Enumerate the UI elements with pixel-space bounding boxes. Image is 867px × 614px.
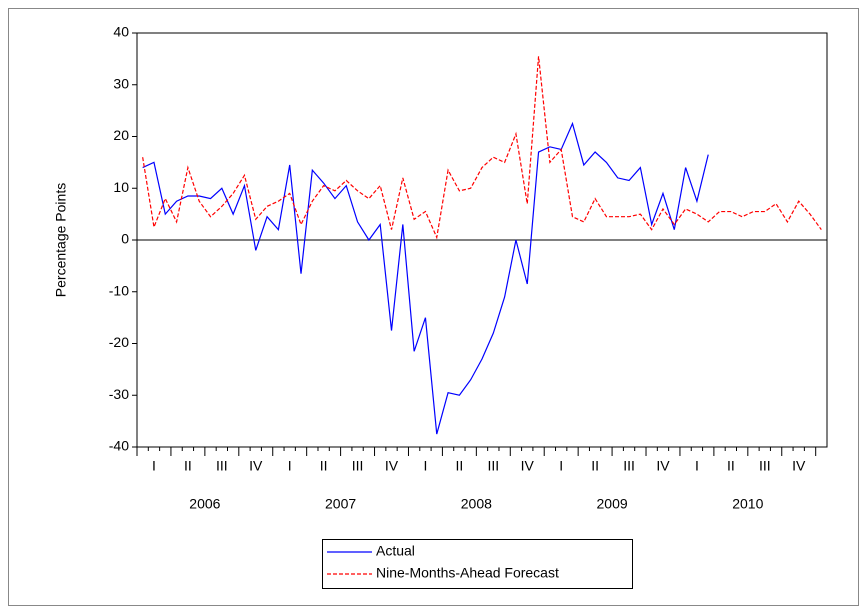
year-label: 2006: [189, 496, 220, 512]
y-tick-label: -30: [109, 386, 129, 402]
x-tick-label: IV: [249, 458, 263, 474]
series-line: [142, 121, 709, 435]
x-tick-label: II: [455, 458, 463, 474]
year-label: 2008: [461, 496, 492, 512]
legend-box: [322, 539, 633, 589]
y-tick-label: 20: [113, 127, 129, 143]
x-tick-label: III: [623, 458, 635, 474]
year-label: 2007: [325, 496, 356, 512]
y-tick-label: -40: [109, 438, 129, 454]
x-tick-label: III: [216, 458, 228, 474]
x-tick-label: IV: [521, 458, 535, 474]
y-axis-label: Percentage Points: [53, 183, 69, 297]
x-tick-label: I: [559, 458, 563, 474]
y-tick-label: 0: [121, 231, 129, 247]
year-label: 2009: [597, 496, 628, 512]
x-tick-label: II: [727, 458, 735, 474]
x-tick-label: III: [487, 458, 499, 474]
legend-label: Nine-Months-Ahead Forecast: [376, 565, 559, 581]
x-tick-label: II: [184, 458, 192, 474]
x-tick-label: IV: [385, 458, 399, 474]
x-tick-label: IV: [656, 458, 670, 474]
year-label: 2010: [732, 496, 763, 512]
y-tick-label: 10: [113, 179, 129, 195]
x-tick-label: IV: [792, 458, 806, 474]
x-tick-label: II: [591, 458, 599, 474]
legend-label: Actual: [376, 543, 415, 559]
x-tick-label: III: [759, 458, 771, 474]
series-line: [142, 56, 822, 240]
y-tick-label: -10: [109, 282, 129, 298]
outer-frame: [8, 8, 859, 606]
x-tick-label: I: [695, 458, 699, 474]
x-tick-label: I: [152, 458, 156, 474]
y-tick-label: 30: [113, 75, 129, 91]
x-tick-label: II: [320, 458, 328, 474]
x-tick-label: I: [288, 458, 292, 474]
x-tick-label: III: [352, 458, 364, 474]
x-tick-label: I: [423, 458, 427, 474]
y-tick-label: 40: [113, 24, 129, 40]
y-tick-label: -20: [109, 334, 129, 350]
